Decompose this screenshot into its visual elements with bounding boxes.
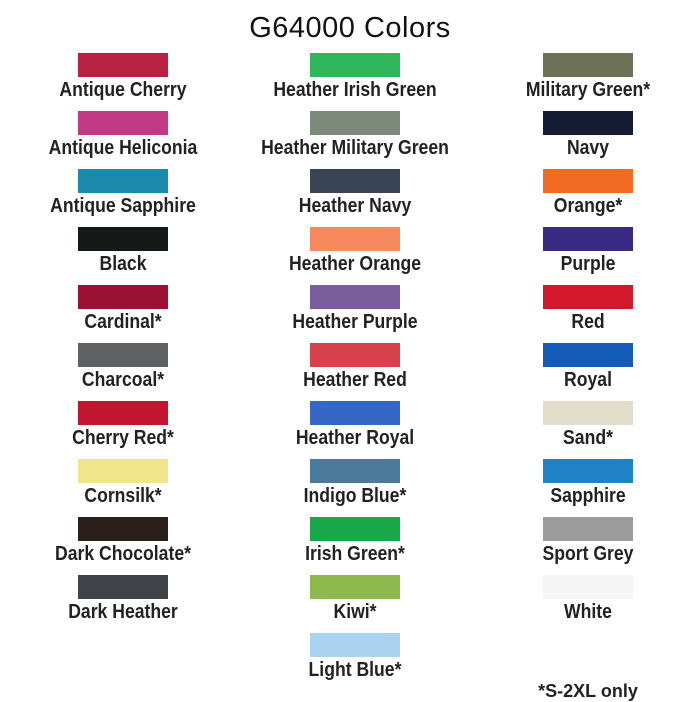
color-column: Military Green* Navy Orange* Purple Red Royal…	[468, 53, 700, 701]
color-item: White	[468, 575, 700, 633]
color-item: Heather Red	[235, 343, 475, 401]
color-swatch	[310, 401, 400, 425]
color-swatch	[543, 111, 633, 135]
color-label: Cherry Red*	[72, 427, 174, 449]
color-label: Antique Cherry	[59, 79, 187, 101]
color-label: Kiwi*	[333, 601, 377, 623]
color-label: Dark Chocolate*	[55, 543, 191, 565]
color-item: Dark Chocolate*	[3, 517, 243, 575]
color-swatch	[78, 401, 168, 425]
color-label: White	[564, 601, 612, 623]
color-label: Dark Heather	[68, 601, 178, 623]
color-swatch	[543, 53, 633, 77]
color-item: Royal	[468, 343, 700, 401]
color-item: Heather Navy	[235, 169, 475, 227]
color-item: Military Green*	[468, 53, 700, 111]
color-item: Navy	[468, 111, 700, 169]
color-label: Heather Red	[303, 369, 407, 391]
color-swatch	[543, 459, 633, 483]
color-item: Indigo Blue*	[235, 459, 475, 517]
color-swatch	[543, 285, 633, 309]
footnote: *S-2XL only	[538, 681, 638, 701]
color-item: Charcoal*	[3, 343, 243, 401]
color-item: Sapphire	[468, 459, 700, 517]
color-item: Orange*	[468, 169, 700, 227]
color-swatch	[543, 169, 633, 193]
color-label: Heather Military Green	[261, 137, 449, 159]
color-swatch	[310, 517, 400, 541]
color-swatch	[310, 227, 400, 251]
color-swatch	[78, 343, 168, 367]
color-swatch	[543, 227, 633, 251]
color-item: Kiwi*	[235, 575, 475, 633]
color-label: Charcoal*	[81, 369, 165, 391]
color-label: Cardinal*	[84, 311, 162, 333]
color-swatch	[78, 111, 168, 135]
color-swatch	[310, 575, 400, 599]
color-label: Royal	[564, 369, 612, 391]
color-swatch	[78, 459, 168, 483]
color-item: Heather Military Green	[235, 111, 475, 169]
color-label: Light Blue*	[308, 659, 402, 681]
color-item: Cornsilk*	[3, 459, 243, 517]
color-swatch	[310, 285, 400, 309]
color-swatch	[310, 633, 400, 657]
color-swatch	[543, 401, 633, 425]
color-label: Military Green*	[525, 79, 651, 101]
color-label: Heather Purple	[292, 311, 418, 333]
page-title: G64000 Colors	[249, 12, 451, 44]
color-item: Sport Grey	[468, 517, 700, 575]
color-swatch	[78, 285, 168, 309]
color-swatch	[78, 169, 168, 193]
color-swatch	[78, 53, 168, 77]
color-column: Heather Irish Green Heather Military Gree…	[235, 53, 475, 691]
color-swatch	[78, 517, 168, 541]
color-label: Navy	[566, 137, 610, 159]
color-swatch	[543, 517, 633, 541]
color-swatch	[543, 575, 633, 599]
color-label: Purple	[560, 253, 616, 275]
color-label: Heather Navy	[298, 195, 412, 217]
color-label: Heather Irish Green	[273, 79, 437, 101]
color-label: Orange*	[553, 195, 623, 217]
color-swatch	[310, 53, 400, 77]
color-item: Light Blue*	[235, 633, 475, 691]
color-label: Red	[571, 311, 605, 333]
color-item: Heather Orange	[235, 227, 475, 285]
color-item: Sand*	[468, 401, 700, 459]
color-swatch	[78, 575, 168, 599]
color-label: Sand*	[563, 427, 613, 449]
color-item: Heather Royal	[235, 401, 475, 459]
color-item: Dark Heather	[3, 575, 243, 633]
color-swatch	[310, 111, 400, 135]
color-swatch	[543, 343, 633, 367]
color-label: Sapphire	[550, 485, 626, 507]
color-label: Heather Royal	[295, 427, 415, 449]
color-label: Sport Grey	[542, 543, 634, 565]
color-swatch	[310, 343, 400, 367]
color-item: Purple	[468, 227, 700, 285]
color-label: Irish Green*	[305, 543, 405, 565]
color-column: Antique Cherry Antique Heliconia Antique S…	[3, 53, 243, 633]
color-swatch	[310, 169, 400, 193]
color-label: Antique Sapphire	[50, 195, 196, 217]
color-item: Heather Irish Green	[235, 53, 475, 111]
color-label: Antique Heliconia	[48, 137, 198, 159]
color-label: Heather Orange	[288, 253, 422, 275]
color-item: Red	[468, 285, 700, 343]
color-item: Heather Purple	[235, 285, 475, 343]
color-swatch	[310, 459, 400, 483]
color-item: Black	[3, 227, 243, 285]
color-item: Antique Sapphire	[3, 169, 243, 227]
color-label: Cornsilk*	[84, 485, 162, 507]
color-item: Cardinal*	[3, 285, 243, 343]
color-item: Irish Green*	[235, 517, 475, 575]
color-item: Cherry Red*	[3, 401, 243, 459]
color-item: Antique Cherry	[3, 53, 243, 111]
color-label: Indigo Blue*	[303, 485, 407, 507]
color-swatch	[78, 227, 168, 251]
color-label: Black	[99, 253, 147, 275]
color-item: Antique Heliconia	[3, 111, 243, 169]
